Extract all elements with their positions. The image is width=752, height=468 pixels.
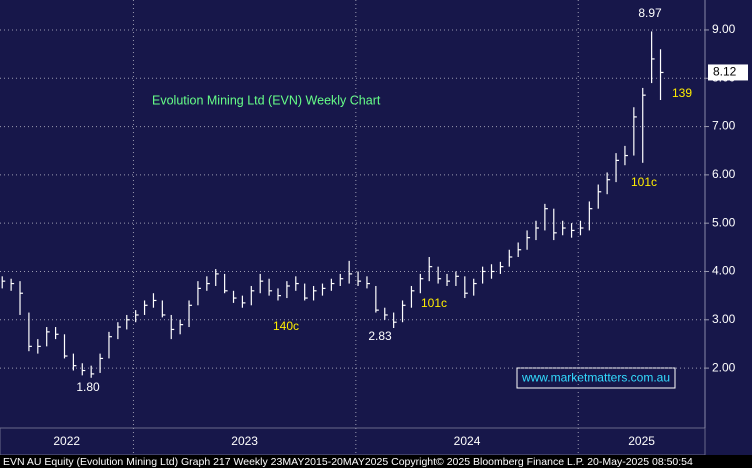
y-tick-label: 4.00 (712, 264, 736, 278)
chart-title: Evolution Mining Ltd (EVN) Weekly Chart (152, 93, 381, 107)
last-price-label: 8.12 (713, 65, 737, 79)
x-tick-label: 2024 (454, 434, 481, 448)
y-tick-label: 3.00 (712, 312, 736, 326)
footer-band (0, 455, 752, 468)
annotation: 8.97 (638, 6, 662, 20)
footer: EVN AU Equity (Evolution Mining Ltd) Gra… (3, 456, 693, 468)
x-tick-label: 2022 (53, 434, 80, 448)
watermark: www.marketmatters.com.au (521, 371, 670, 385)
annotation: 101c (421, 296, 447, 310)
annotation: 140c (273, 319, 299, 333)
x-axis-band (0, 427, 706, 456)
y-tick-label: 7.00 (712, 119, 736, 133)
last-price-box (708, 64, 748, 81)
x-tick-label: 2025 (628, 434, 655, 448)
y-tick-label: 2.00 (712, 360, 736, 374)
y-tick-label: 5.00 (712, 215, 736, 229)
annotation: 101c (631, 175, 657, 189)
y-tick-label: 6.00 (712, 167, 736, 181)
annotation: 2.83 (368, 329, 392, 343)
annotation: 1.80 (76, 380, 100, 394)
x-tick-label: 2023 (231, 434, 258, 448)
annotation: 139 (672, 86, 692, 100)
y-tick-label: 9.00 (712, 22, 736, 36)
